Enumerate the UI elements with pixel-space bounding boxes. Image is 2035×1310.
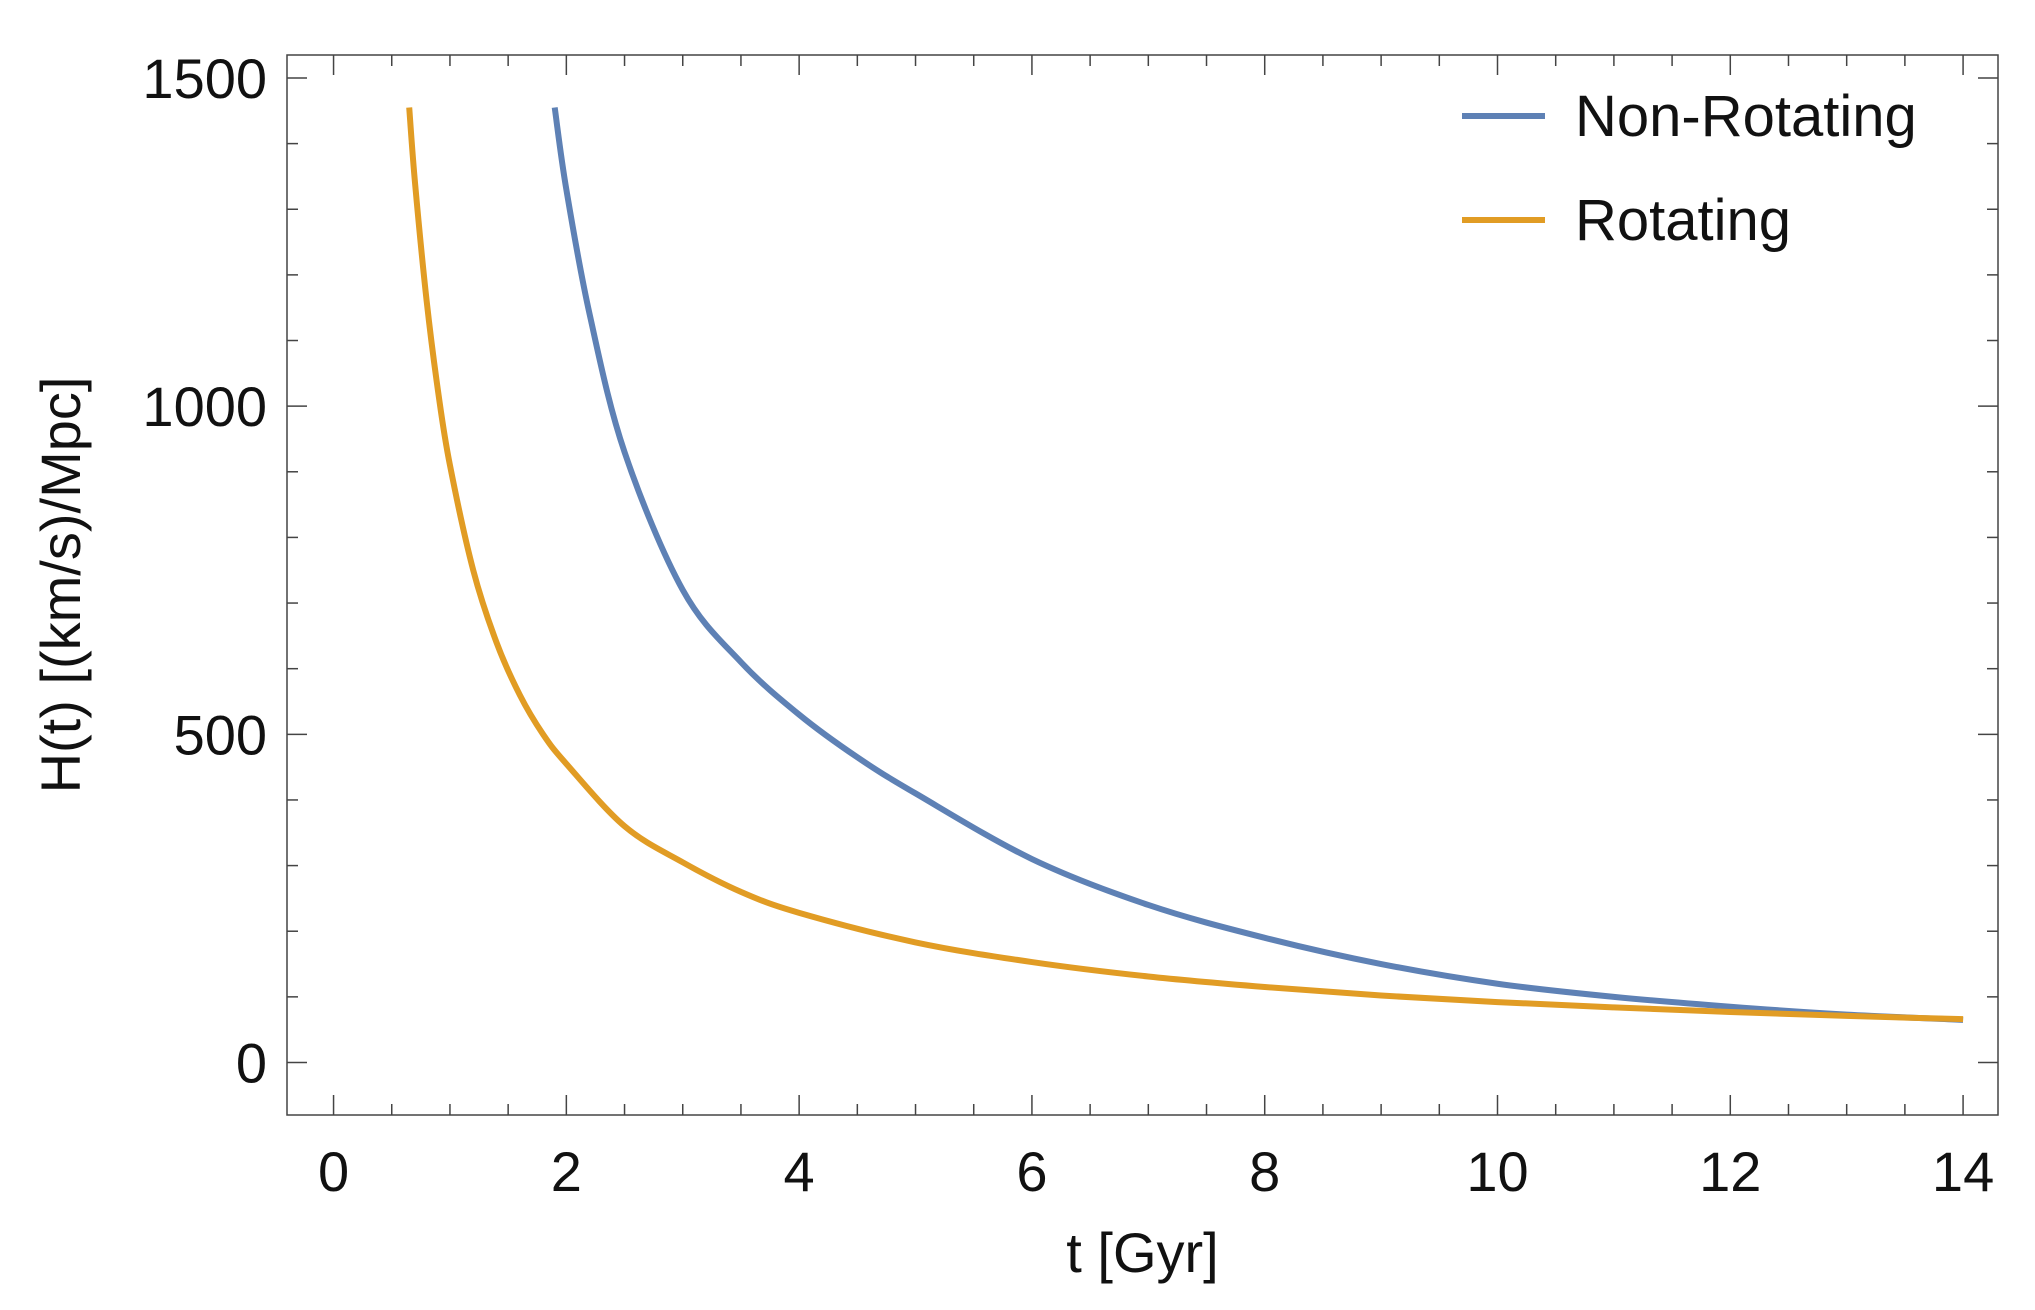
x-tick-label: 14 (1932, 1140, 1994, 1203)
axis-ticks (287, 55, 1998, 1115)
x-tick-label: 10 (1466, 1140, 1528, 1203)
x-tick-label: 4 (784, 1140, 815, 1203)
legend: Non-Rotating Rotating (1462, 84, 1917, 253)
series-line-non-rotating (551, 107, 1964, 1023)
legend-label-rotating: Rotating (1575, 188, 1791, 253)
x-axis-label: t [Gyr] (1066, 1221, 1218, 1284)
plot-frame (286, 54, 1999, 1116)
series-line-rotating (406, 107, 1964, 1023)
y-tick-label: 0 (236, 1031, 267, 1094)
tick-labels: 0 2 4 6 8 10 12 14 0 500 1000 1500 (142, 47, 1994, 1203)
x-tick-label: 2 (551, 1140, 582, 1203)
y-tick-label: 1000 (142, 375, 267, 438)
y-axis-label: H(t) [(km/s)/Mpc] (29, 377, 92, 794)
x-tick-label: 6 (1016, 1140, 1047, 1203)
y-tick-label: 500 (174, 703, 267, 766)
series-layer (406, 107, 1964, 1023)
y-tick-label: 1500 (142, 47, 267, 110)
legend-label-non-rotating: Non-Rotating (1575, 84, 1917, 149)
x-tick-label: 12 (1699, 1140, 1761, 1203)
x-tick-label: 8 (1249, 1140, 1280, 1203)
x-tick-label: 0 (318, 1140, 349, 1203)
